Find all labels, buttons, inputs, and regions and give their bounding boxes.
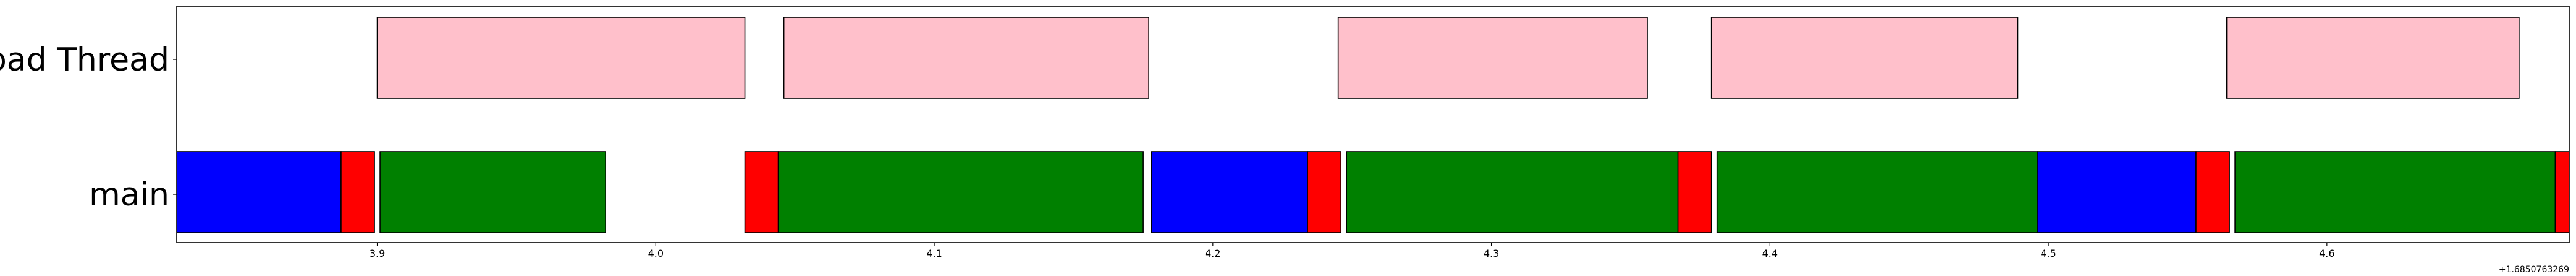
x-tick-label: 4.5 [2040,248,2056,259]
main-interval-bar [744,151,779,233]
x-axis-ticks: 3.9 4.0 4.1 4.2 4.3 4.4 4.5 4.6 [370,243,2335,259]
load-thread-interval-bar [2226,17,2520,99]
y-category-label: load Thread [0,41,169,79]
main-interval-bar [2554,151,2569,233]
main-interval-bar [777,151,1144,233]
bars-layer [177,17,2569,233]
x-tick-label: 4.3 [1484,248,1499,259]
main-interval-bar [2234,151,2556,233]
x-tick-label: 3.9 [370,248,385,259]
x-tick-label: 4.1 [926,248,942,259]
load-thread-interval-bar [1710,17,2019,99]
x-tick-label: 4.4 [1762,248,1778,259]
main-interval-bar [2195,151,2230,233]
x-tick-label: 4.2 [1205,248,1220,259]
load-thread-interval-bar [1337,17,1648,99]
x-tick-label: 4.6 [2319,248,2334,259]
main-interval-bar [1677,151,1712,233]
x-tick-label: 4.0 [648,248,664,259]
y-axis-categories: load Thread main [0,41,177,213]
main-interval-bar [177,151,342,233]
x-axis-offset-label: +1.6850763269 [2499,265,2569,275]
y-category-label: main [89,176,169,213]
main-interval-bar [379,151,606,233]
main-interval-bar [1307,151,1341,233]
main-interval-bar [1346,151,1679,233]
load-thread-interval-bar [783,17,1149,99]
load-thread-interval-bar [376,17,746,99]
main-interval-bar [340,151,375,233]
plot-frame [176,6,2570,243]
main-interval-bar [1716,151,2038,233]
main-interval-bar [2037,151,2197,233]
main-interval-bar [1151,151,1308,233]
